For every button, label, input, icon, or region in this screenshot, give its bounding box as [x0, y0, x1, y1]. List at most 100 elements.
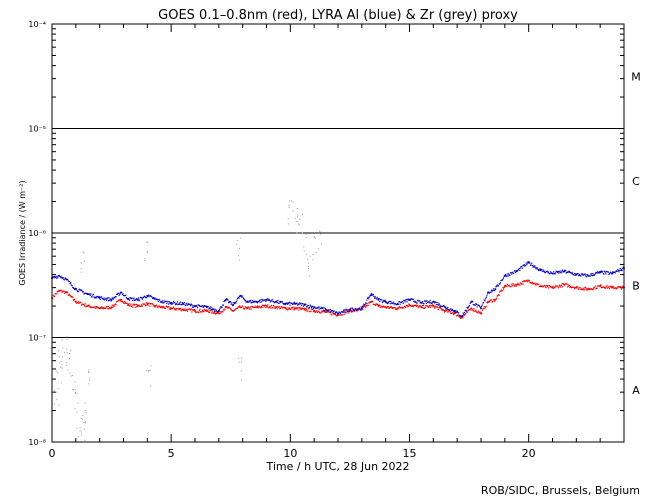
trace-point [235, 308, 237, 310]
trace-point [541, 270, 544, 272]
trace-point [374, 304, 376, 307]
trace-point [215, 310, 217, 312]
trace-point [279, 301, 282, 303]
trace-point [95, 297, 97, 299]
trace-point [448, 309, 450, 311]
data-point [66, 352, 68, 354]
data-point [305, 253, 307, 255]
trace-point [312, 310, 315, 313]
trace-point [290, 302, 292, 304]
trace-point [558, 272, 560, 274]
trace-point [386, 306, 389, 308]
trace-point [433, 300, 435, 302]
trace-point [507, 273, 510, 275]
trace-point [251, 305, 253, 308]
trace-point [524, 280, 527, 282]
trace-point [620, 286, 622, 289]
trace-point [186, 309, 188, 311]
trace-point [153, 297, 155, 299]
trace-point [68, 294, 70, 296]
trace-point [84, 292, 86, 294]
trace-point [519, 282, 522, 284]
trace-point [478, 312, 480, 314]
trace-point [176, 301, 179, 303]
trace-point [608, 273, 610, 275]
trace-point [351, 310, 353, 312]
trace-point [503, 275, 505, 278]
trace-point [526, 279, 528, 281]
trace-point [105, 297, 107, 299]
trace-point [523, 280, 525, 282]
trace-point [407, 298, 409, 300]
trace-point [231, 304, 234, 307]
trace-point [174, 302, 176, 304]
trace-point [606, 284, 608, 287]
trace-point [339, 314, 341, 316]
trace-point [179, 307, 182, 310]
trace-point [123, 302, 125, 304]
trace-point [291, 306, 294, 308]
trace-point [351, 310, 354, 313]
x-tick-label: 15 [403, 447, 417, 460]
trace-point [498, 283, 500, 285]
trace-point [573, 288, 576, 290]
trace-point [71, 296, 73, 298]
trace-point [329, 309, 332, 311]
trace-point [483, 306, 485, 308]
series-grey [53, 200, 323, 441]
trace-point [84, 303, 86, 305]
trace-point [123, 295, 125, 297]
trace-point [580, 288, 582, 291]
class-threshold-lines [52, 128, 624, 338]
trace-point [314, 306, 316, 308]
trace-point [238, 306, 240, 308]
trace-point [425, 300, 427, 303]
data-point [66, 348, 68, 350]
trace-point [585, 287, 587, 289]
trace-point [338, 314, 340, 316]
trace-point [134, 298, 136, 301]
trace-point [568, 271, 570, 273]
credit-text: ROB/SIDC, Brussels, Belgium [480, 484, 640, 497]
trace-point [202, 311, 204, 313]
trace-point [533, 283, 535, 285]
trace-point [141, 297, 143, 299]
trace-point [234, 309, 236, 311]
trace-point [402, 302, 404, 304]
trace-point [514, 270, 516, 272]
trace-point [151, 303, 153, 305]
trace-point [213, 308, 215, 311]
trace-point [83, 293, 85, 295]
trace-point [230, 303, 232, 305]
trace-point [425, 304, 428, 307]
data-point [238, 247, 240, 249]
trace-point [167, 306, 169, 308]
data-point [303, 250, 305, 252]
trace-point [514, 284, 517, 286]
trace-point [159, 299, 161, 301]
trace-point [317, 311, 319, 313]
trace-point [286, 309, 289, 311]
trace-point [350, 310, 352, 312]
trace-point [159, 306, 161, 309]
trace-point [454, 311, 457, 313]
trace-point [215, 309, 217, 311]
trace-point [221, 311, 223, 313]
trace-point [537, 268, 539, 270]
data-point [61, 356, 63, 358]
trace-point [224, 308, 226, 310]
trace-point [107, 308, 109, 310]
trace-point [412, 298, 414, 301]
trace-point [400, 301, 402, 303]
trace-point [608, 287, 611, 290]
trace-point [521, 267, 523, 269]
trace-point [503, 286, 505, 289]
trace-point [253, 306, 255, 308]
trace-point [423, 307, 425, 309]
trace-point [335, 311, 337, 313]
trace-point [375, 303, 377, 305]
trace-point [534, 267, 537, 269]
trace-point [492, 289, 494, 292]
data-point [288, 207, 290, 209]
trace-point [341, 314, 343, 316]
